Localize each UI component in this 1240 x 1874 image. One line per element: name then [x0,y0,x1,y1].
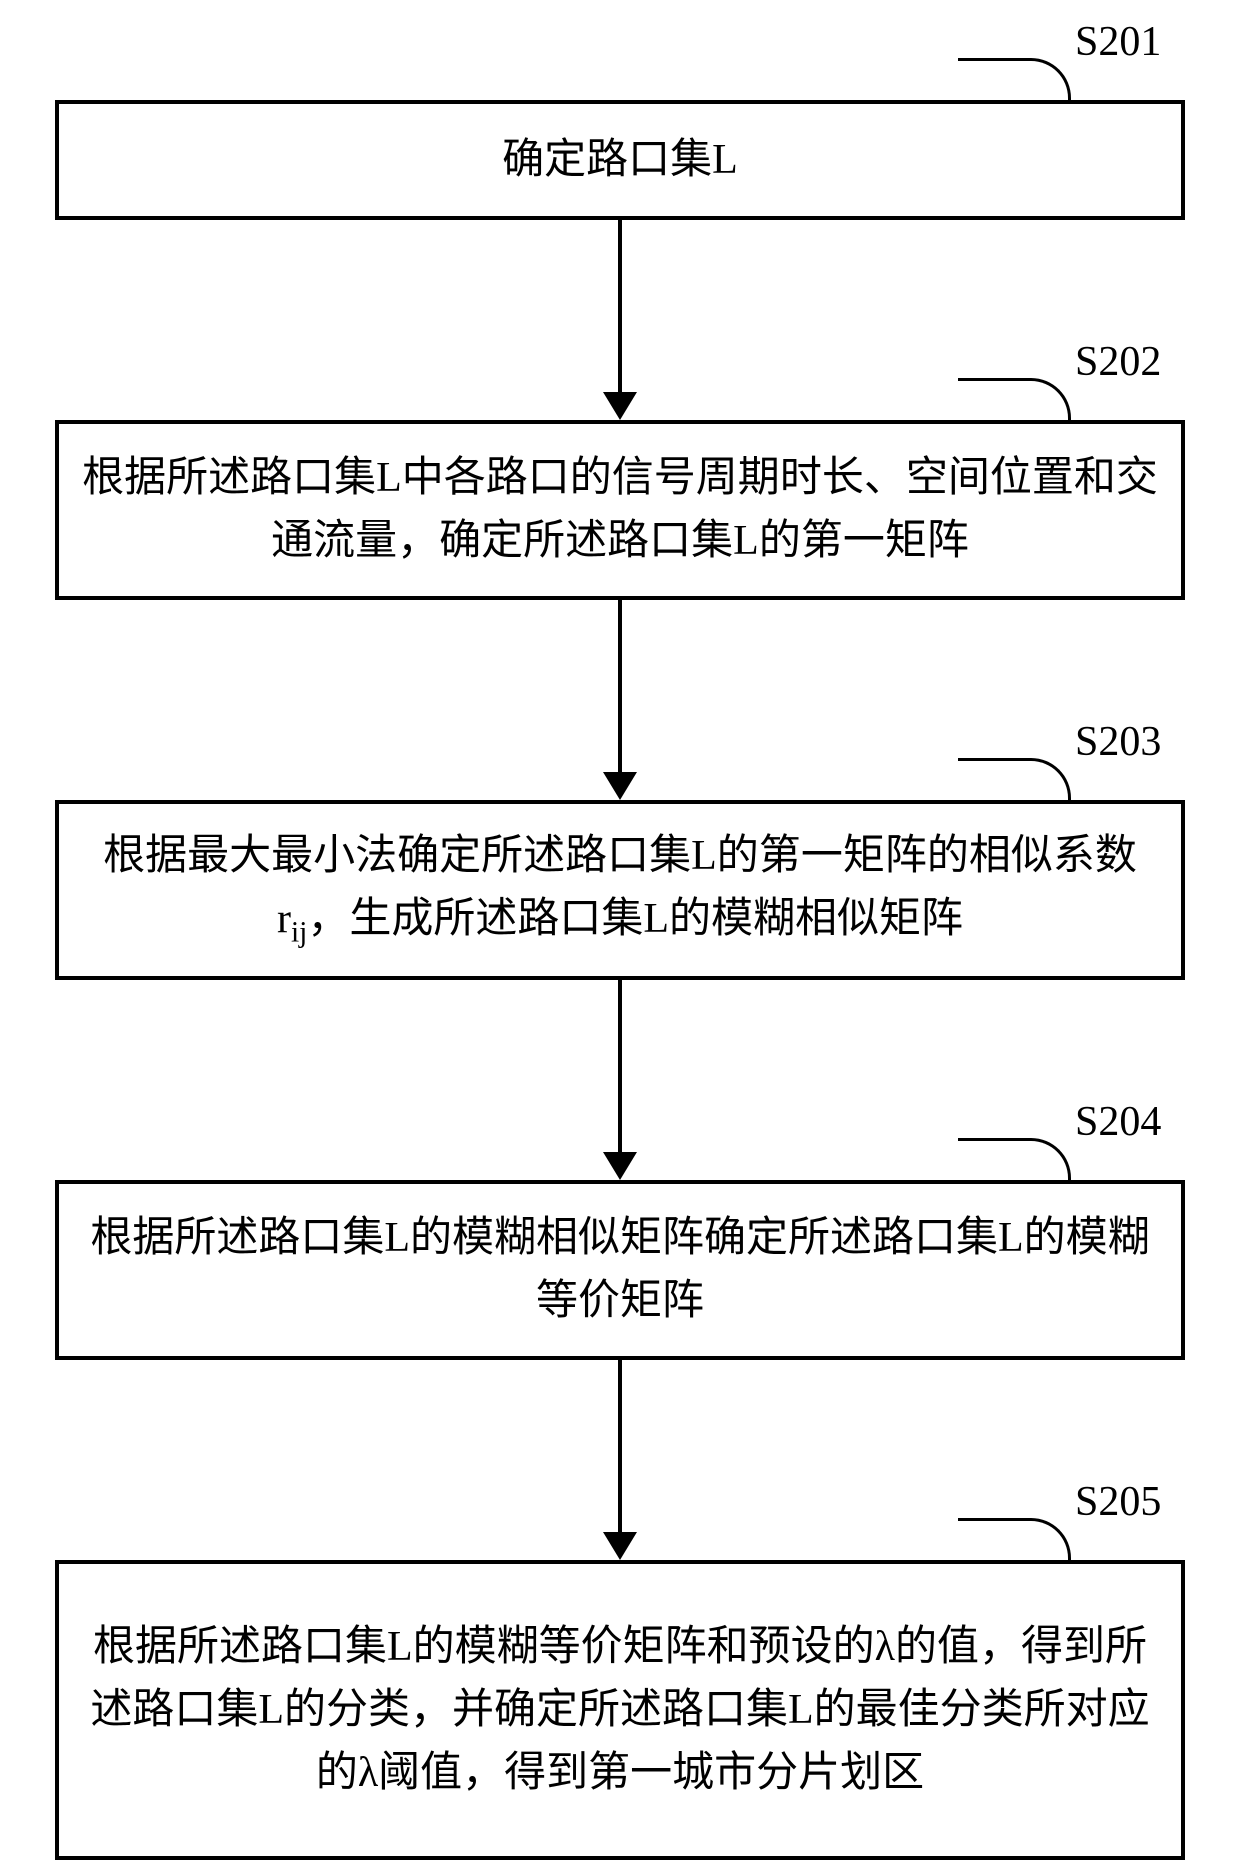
leader-line [958,1518,1071,1563]
arrow-s202-s203 [590,600,650,800]
flow-node-text: 根据所述路口集L的模糊等价矩阵和预设的λ的值，得到所述路口集L的分类，并确定所述… [59,1608,1181,1813]
leader-line [958,1138,1071,1183]
flow-node-text: 确定路口集L [482,121,758,200]
flow-node-text: 根据所述路口集L的模糊相似矩阵确定所述路口集L的模糊等价矩阵 [59,1199,1181,1341]
flow-node-s202: 根据所述路口集L中各路口的信号周期时长、空间位置和交通流量，确定所述路口集L的第… [55,420,1185,600]
flowchart-canvas: 确定路口集L S201 根据所述路口集L中各路口的信号周期时长、空间位置和交通流量，… [0,0,1240,1874]
arrow-s204-s205 [590,1360,650,1560]
flow-node-s205: 根据所述路口集L的模糊等价矩阵和预设的λ的值，得到所述路口集L的分类，并确定所述… [55,1560,1185,1860]
leader-line [958,758,1071,803]
step-label-s202: S202 [1075,338,1161,386]
flow-node-text: 根据最大最小法确定所述路口集L的第一矩阵的相似系数rij，生成所述路口集L的模糊… [59,817,1181,963]
flow-node-text: 根据所述路口集L中各路口的信号周期时长、空间位置和交通流量，确定所述路口集L的第… [59,439,1181,581]
flow-node-s201: 确定路口集L [55,100,1185,220]
step-label-s205: S205 [1075,1478,1161,1526]
step-label-s201: S201 [1075,18,1161,66]
arrow-s203-s204 [590,980,650,1180]
arrow-s201-s202 [590,220,650,420]
flow-node-s204: 根据所述路口集L的模糊相似矩阵确定所述路口集L的模糊等价矩阵 [55,1180,1185,1360]
step-label-s204: S204 [1075,1098,1161,1146]
leader-line [958,378,1071,423]
step-label-s203: S203 [1075,718,1161,766]
flow-node-s203: 根据最大最小法确定所述路口集L的第一矩阵的相似系数rij，生成所述路口集L的模糊… [55,800,1185,980]
leader-line [958,58,1071,103]
